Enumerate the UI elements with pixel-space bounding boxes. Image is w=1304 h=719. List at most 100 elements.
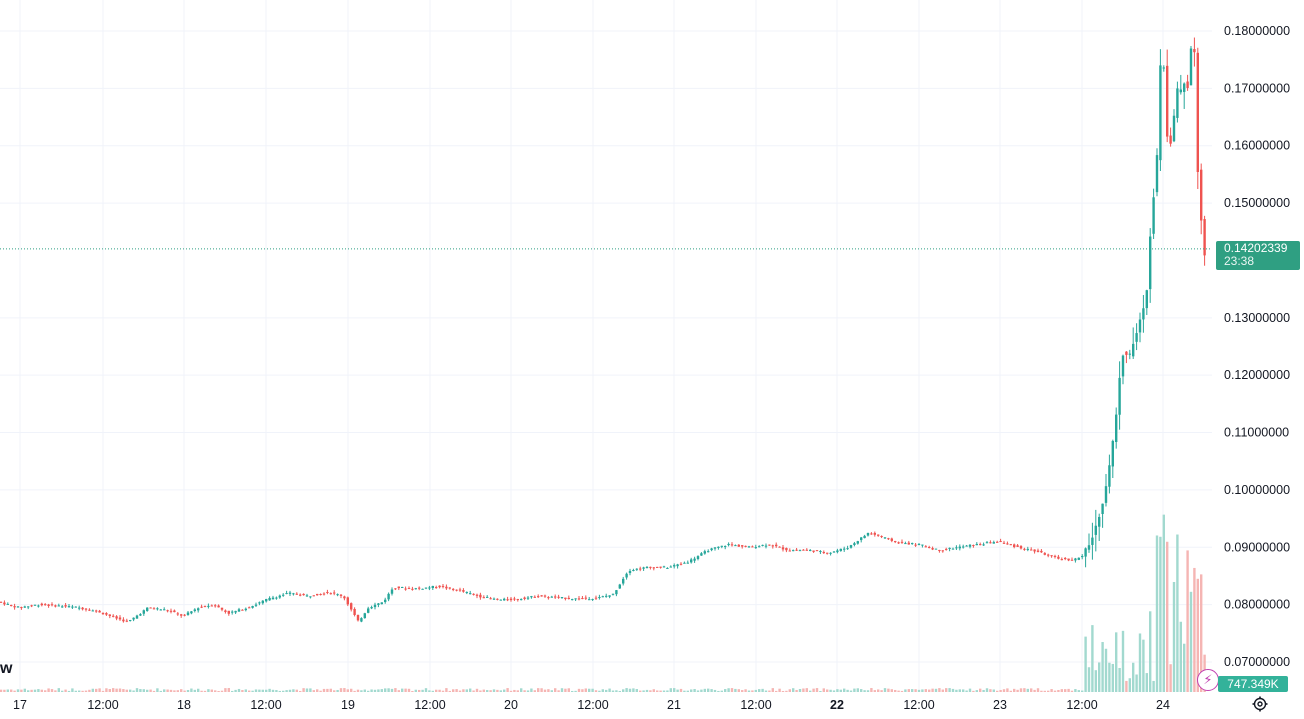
volume-bar — [441, 690, 445, 692]
candle-body — [1074, 558, 1077, 561]
volume-bar — [64, 689, 67, 692]
volume-bar — [455, 689, 458, 692]
candle-body — [829, 552, 832, 554]
volume-bar — [241, 690, 244, 692]
candle-body — [254, 604, 258, 606]
candle-body — [547, 597, 550, 599]
candle-body — [1084, 548, 1087, 557]
volume-bar — [567, 688, 570, 692]
volume-bar — [465, 689, 468, 692]
candle-body — [955, 547, 958, 549]
volume-bar — [200, 690, 203, 692]
volume-bar — [741, 690, 744, 692]
candle-body — [550, 596, 553, 598]
volume-bar — [605, 689, 608, 692]
candle-body — [989, 542, 992, 544]
candle-body — [1108, 465, 1111, 487]
time-tick-label: 12:00 — [903, 698, 934, 712]
candle-body — [282, 594, 285, 596]
candle-body — [1145, 290, 1148, 309]
volume-bar — [849, 690, 853, 692]
candle-body — [71, 606, 74, 608]
volume-bar — [1033, 689, 1036, 692]
candle-body — [40, 603, 43, 606]
candle-body — [438, 585, 441, 588]
time-tick-label: 12:00 — [740, 698, 771, 712]
candle-body — [1186, 81, 1189, 88]
volume-bar — [588, 688, 591, 692]
time-tick-label: 17 — [13, 698, 27, 712]
candle-body — [1040, 550, 1043, 553]
candle-body — [329, 593, 332, 595]
candle-body — [958, 546, 961, 549]
volume-bar — [1002, 689, 1006, 692]
candle-body — [652, 567, 655, 569]
last-price-badge: 0.14202339 23:38 — [1216, 241, 1300, 270]
volume-bar — [547, 689, 550, 692]
time-tick-label: 12:00 — [577, 698, 608, 712]
volume-bar — [761, 688, 764, 692]
candle-body — [554, 596, 557, 598]
candlesticks — [0, 37, 1206, 623]
candle-body — [1196, 52, 1199, 172]
candle-body — [1118, 377, 1121, 415]
candle-body — [700, 553, 703, 556]
candle-body — [819, 551, 822, 553]
candle-body — [67, 606, 71, 608]
volume-bar — [435, 689, 438, 692]
candle-body — [516, 599, 519, 601]
candle-body — [271, 597, 275, 600]
volume-bar — [1030, 688, 1033, 692]
candle-body — [877, 534, 880, 536]
volume-bar — [520, 688, 523, 692]
time-tick-label: 18 — [177, 698, 191, 712]
candle-body — [285, 593, 288, 595]
volume-bar — [615, 690, 618, 692]
candle-body — [873, 532, 876, 535]
candle-body — [1081, 556, 1084, 558]
volume-bar — [370, 689, 373, 692]
volume-bar — [1047, 690, 1050, 692]
candle-body — [839, 548, 842, 551]
volume-bar — [492, 689, 496, 692]
volume-bar — [894, 689, 897, 692]
volume-bar — [503, 689, 506, 692]
candle-body — [88, 609, 91, 611]
settings-gear-icon[interactable] — [1251, 695, 1269, 713]
flash-icon[interactable]: ⚡ — [1197, 669, 1219, 691]
candle-body — [526, 597, 530, 599]
candle-body — [424, 587, 428, 589]
volume-bar — [863, 690, 866, 692]
volume-bar — [71, 688, 74, 692]
candle-body — [683, 562, 686, 564]
volume-bar — [571, 690, 574, 692]
volume-bar — [768, 690, 771, 692]
watermark-logo-fragment: w — [0, 660, 13, 677]
candle-body — [380, 602, 383, 605]
volume-bar — [666, 690, 669, 692]
volume-bar — [74, 690, 77, 692]
candle-body — [543, 595, 547, 597]
candle-body — [523, 597, 526, 599]
candle-body — [860, 537, 863, 541]
candle-body — [1053, 555, 1057, 557]
candle-body — [928, 547, 931, 549]
candle-body — [615, 590, 618, 595]
price-tick-label: 0.13000000 — [1224, 311, 1290, 325]
candle-body — [1070, 559, 1074, 561]
candle-body — [843, 548, 846, 550]
candle-body — [951, 548, 955, 550]
candle-body — [414, 588, 417, 590]
candle-body — [407, 588, 411, 590]
candle-body — [836, 550, 839, 553]
volume-bar — [720, 690, 723, 692]
price-axis: 0.18000000 0.17000000 0.16000000 0.15000000… — [1224, 24, 1290, 669]
volume-bar — [856, 688, 859, 692]
volume-bar — [285, 690, 288, 692]
volume-bar — [452, 689, 455, 692]
candle-body — [537, 596, 540, 598]
candle-body — [778, 546, 781, 548]
candle-body — [662, 566, 666, 568]
